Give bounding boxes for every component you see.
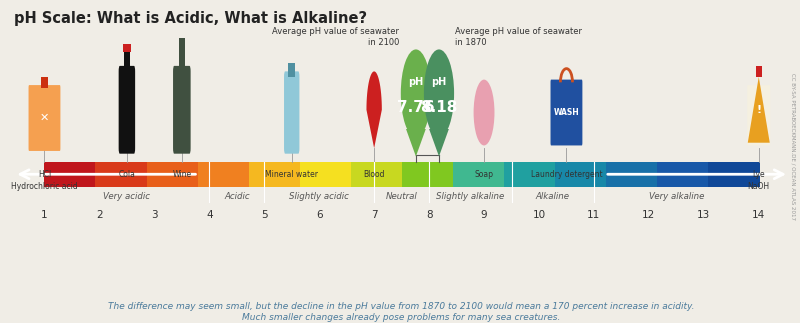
Text: HCl: HCl: [38, 170, 51, 179]
Text: 13: 13: [697, 210, 710, 220]
Bar: [123, 44, 130, 52]
Text: 8: 8: [426, 210, 433, 220]
Bar: [606, 162, 658, 187]
Text: Slightly acidic: Slightly acidic: [290, 192, 349, 201]
Bar: [350, 162, 402, 187]
Bar: [299, 162, 352, 187]
Text: !: !: [756, 105, 762, 115]
Text: Hydrochloric acid: Hydrochloric acid: [11, 182, 78, 192]
Ellipse shape: [424, 49, 454, 137]
Text: Mineral water: Mineral water: [266, 170, 318, 179]
Polygon shape: [429, 129, 449, 156]
Text: pH: pH: [431, 77, 446, 87]
Text: 12: 12: [642, 210, 655, 220]
Bar: [289, 63, 295, 77]
Text: Very alkaline: Very alkaline: [649, 192, 704, 201]
Text: 9: 9: [481, 210, 487, 220]
Text: Average pH value of seawater
in 1870: Average pH value of seawater in 1870: [455, 27, 582, 47]
Text: pH: pH: [408, 77, 423, 87]
Text: 7.76: 7.76: [397, 99, 434, 115]
Text: 2: 2: [96, 210, 102, 220]
Text: Very acidic: Very acidic: [103, 192, 150, 201]
Bar: [41, 77, 48, 88]
FancyBboxPatch shape: [173, 66, 190, 154]
Text: Cola: Cola: [118, 170, 135, 179]
Text: CC BY-SA PETRABOECKMANN.DE / OCEAN ATLAS 2017: CC BY-SA PETRABOECKMANN.DE / OCEAN ATLAS…: [790, 73, 796, 220]
Text: 6: 6: [316, 210, 322, 220]
Text: 7: 7: [371, 210, 378, 220]
Text: 5: 5: [261, 210, 267, 220]
Text: ✕: ✕: [40, 113, 49, 123]
FancyBboxPatch shape: [118, 66, 135, 154]
FancyBboxPatch shape: [747, 85, 770, 145]
Text: 11: 11: [587, 210, 601, 220]
Bar: [124, 52, 130, 71]
Text: Slightly alkaline: Slightly alkaline: [436, 192, 505, 201]
Bar: [402, 162, 454, 187]
Text: Blood: Blood: [363, 170, 385, 179]
Ellipse shape: [474, 79, 494, 145]
Text: WASH: WASH: [554, 108, 579, 117]
Polygon shape: [366, 71, 382, 148]
Bar: [708, 162, 760, 187]
Text: 14: 14: [752, 210, 766, 220]
Text: pH Scale: What is Acidic, What is Alkaline?: pH Scale: What is Acidic, What is Alkali…: [14, 11, 367, 26]
Text: The difference may seem small, but the decline in the pH value from 1870 to 2100: The difference may seem small, but the d…: [108, 302, 695, 322]
Bar: [45, 162, 97, 187]
Text: NaOH: NaOH: [748, 182, 770, 192]
Text: Average pH value of seawater
in 2100: Average pH value of seawater in 2100: [273, 27, 399, 47]
Bar: [249, 162, 301, 187]
Bar: [198, 162, 250, 187]
Text: 4: 4: [206, 210, 213, 220]
Text: 3: 3: [151, 210, 158, 220]
Text: Lye: Lye: [753, 170, 765, 179]
Bar: [179, 38, 185, 71]
Text: Soap: Soap: [474, 170, 494, 179]
Text: Alkaline: Alkaline: [536, 192, 570, 201]
Text: 8.18: 8.18: [420, 99, 458, 115]
Bar: [504, 162, 556, 187]
Bar: [453, 162, 505, 187]
FancyBboxPatch shape: [29, 85, 61, 151]
FancyBboxPatch shape: [550, 79, 582, 145]
Polygon shape: [406, 129, 426, 156]
Bar: [657, 162, 709, 187]
Text: Wine: Wine: [172, 170, 191, 179]
Text: Neutral: Neutral: [386, 192, 418, 201]
Text: 1: 1: [41, 210, 48, 220]
Polygon shape: [748, 77, 770, 143]
Text: Acidic: Acidic: [224, 192, 250, 201]
Text: 10: 10: [533, 210, 546, 220]
Bar: [95, 162, 148, 187]
Ellipse shape: [401, 49, 431, 137]
Bar: [146, 162, 198, 187]
FancyBboxPatch shape: [284, 71, 299, 154]
Bar: [554, 162, 606, 187]
Text: Laundry detergent: Laundry detergent: [530, 170, 602, 179]
Bar: [756, 66, 762, 77]
